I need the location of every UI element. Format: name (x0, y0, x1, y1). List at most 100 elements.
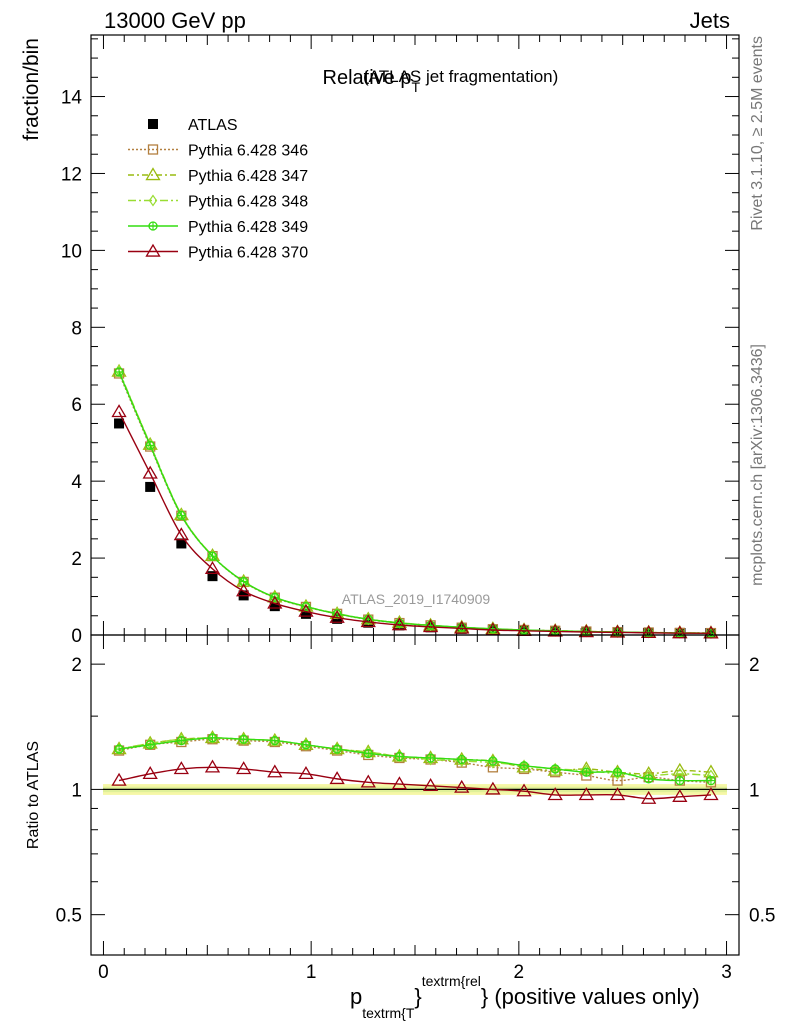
legend: ATLAS Pythia 6.428 346 Pythia 6.428 347 Pyt… (128, 117, 308, 262)
main-ytick-label: 14 (61, 88, 83, 109)
main-data-point (114, 367, 124, 377)
ratio-data-point (581, 767, 591, 777)
ratio-data-point (142, 766, 158, 780)
main-data-point (267, 595, 283, 609)
ratio-data-point (485, 781, 501, 795)
ratio-series-0 (113, 734, 717, 788)
ratio-data-point (672, 789, 688, 802)
main-data-point (703, 625, 719, 639)
ratio-data-point (329, 771, 345, 785)
ratio-data-point (425, 753, 436, 763)
main-ytick-label: 12 (61, 164, 82, 185)
ratio-data-point (550, 762, 560, 775)
legend-marker (147, 144, 159, 155)
main-ytick-label: 0 (71, 626, 82, 647)
header-right: Jets (690, 8, 730, 33)
ratio-ytick-label-right: 2 (749, 655, 760, 676)
main-data-point (391, 617, 408, 631)
legend-marker (148, 221, 158, 231)
header-left: 13000 GeV pp (104, 8, 246, 33)
main-series-layer (111, 363, 719, 640)
ratio-data-point (609, 787, 626, 801)
legend-entry: Pythia 6.428 348 (128, 194, 308, 211)
main-data-point (547, 623, 563, 637)
ratio-data-point (703, 787, 719, 801)
main-data-point (111, 404, 127, 418)
ratio-data-point (550, 764, 560, 774)
ratio-band (103, 784, 727, 795)
xlabel-brace: } (414, 984, 421, 1009)
ratio-data-point (519, 761, 529, 771)
ratio-data-point (173, 761, 189, 775)
ratio-data-point (519, 759, 529, 772)
ratio-data-point (332, 743, 342, 756)
ratio-ytick-label-right: 0.5 (749, 906, 775, 927)
ratio-data-point (111, 772, 127, 786)
main-data-point (236, 583, 252, 597)
legend-label: Pythia 6.428 346 (188, 143, 308, 160)
ratio-data-point (239, 734, 249, 744)
ratio-data-point (145, 740, 155, 750)
ratio-data-point (301, 740, 311, 750)
ratio-data-point (239, 733, 248, 746)
ratio-series-4 (111, 759, 719, 804)
ratio-data-point (298, 766, 314, 780)
ratio-data-point (422, 778, 439, 792)
ratio-data-point (236, 761, 252, 775)
ratio-data-point (207, 733, 218, 743)
main-data-point (173, 527, 189, 541)
legend-entry: Pythia 6.428 370 (128, 243, 308, 262)
ratio-data-point (394, 751, 405, 762)
main-data-point (578, 624, 594, 638)
rivet-label: Rivet 3.1.10, ≥ 2.5M events (749, 36, 766, 231)
legend-marker (145, 243, 161, 257)
x-axis-label: ptextrm{T}textrm{rel} (positive values o… (350, 973, 700, 1021)
ratio-data-point (612, 767, 623, 777)
ratio-axis-ticks: 0.5 0.5 1 1 2 2 (56, 635, 775, 955)
main-data-point (145, 481, 156, 492)
xlabel-sub: textrm{T (362, 1005, 415, 1021)
x-tick-label: 2 (514, 962, 525, 983)
ratio-data-point (547, 787, 563, 801)
x-tick-label: 0 (98, 962, 109, 983)
x-tick-label: 3 (721, 962, 732, 983)
main-data-point (454, 620, 470, 634)
main-data-point (114, 418, 125, 429)
ratio-ylabel: Ratio to ATLAS (25, 741, 42, 849)
main-data-point (207, 571, 218, 582)
ratio-data-point (578, 787, 594, 801)
main-data-point (422, 619, 439, 633)
legend-label: Pythia 6.428 347 (188, 168, 308, 185)
main-data-point (641, 625, 657, 639)
ratio-data-point (360, 774, 376, 788)
main-ytick-label: 4 (71, 472, 82, 493)
legend-marker (145, 167, 161, 181)
main-data-point (269, 601, 280, 612)
ratio-data-point (114, 743, 124, 756)
watermark: ATLAS_2019_I1740909 (342, 591, 491, 607)
main-data-point (142, 465, 158, 479)
ratio-data-point (641, 790, 657, 804)
main-data-point (609, 624, 626, 638)
ratio-data-point (391, 776, 408, 790)
legend-entry: ATLAS (148, 117, 238, 134)
legend-entry: Pythia 6.428 349 (128, 219, 308, 236)
main-ytick-label: 10 (61, 241, 82, 262)
ratio-data-point (176, 735, 186, 746)
ratio-series-line (118, 766, 712, 800)
ratio-data-point (332, 744, 342, 754)
legend-label: Pythia 6.428 348 (188, 194, 308, 211)
ratio-data-point (363, 748, 373, 759)
ratio-data-point (208, 731, 217, 744)
ratio-data-point (457, 754, 467, 765)
main-data-point (176, 510, 186, 521)
xlabel-rest: } (positive values only) (481, 984, 700, 1009)
ratio-data-point (488, 756, 498, 766)
ratio-series-layer (111, 730, 719, 804)
main-ytick-label: 2 (71, 549, 82, 570)
ratio-panel: 0.5 0.5 1 1 2 2 Ratio to ATLAS 0 1 2 3 ptextrm{T… (25, 634, 775, 1021)
ratio-data-point (270, 735, 280, 746)
main-data-point (204, 561, 221, 575)
ratio-ytick-label: 0.5 (56, 906, 82, 927)
